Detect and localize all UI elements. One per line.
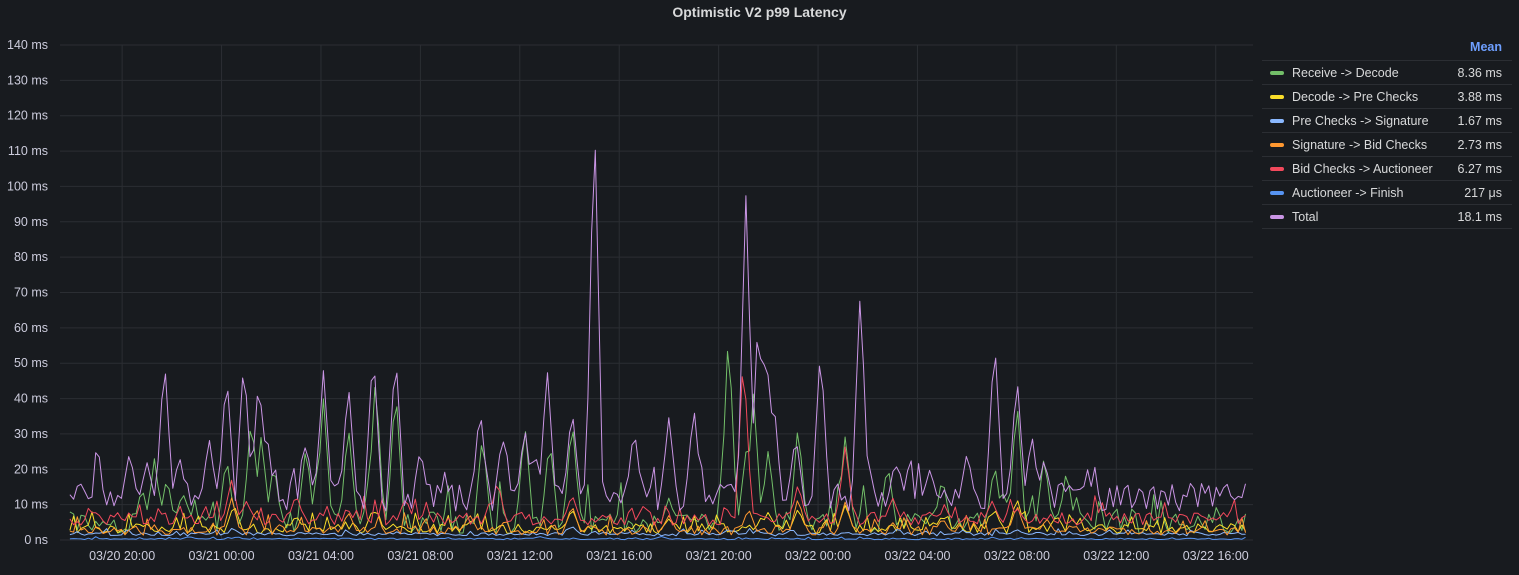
legend-header[interactable]: Mean xyxy=(1262,38,1512,61)
legend-mean-value: 217 μs xyxy=(1464,185,1502,200)
legend-swatch xyxy=(1270,142,1284,147)
legend-series-name[interactable]: Decode -> Pre Checks xyxy=(1292,89,1419,104)
legend: Mean Receive -> Decode 8.36 ms Decode -> P… xyxy=(1262,38,1512,229)
x-tick-label: 03/22 04:00 xyxy=(884,549,950,563)
x-tick-label: 03/21 12:00 xyxy=(487,549,553,563)
legend-item[interactable]: Receive -> Decode 8.36 ms xyxy=(1262,61,1512,85)
y-tick-label: 70 ms xyxy=(14,286,48,300)
x-tick-label: 03/22 12:00 xyxy=(1083,549,1149,563)
legend-swatch xyxy=(1270,94,1284,99)
legend-mean-value: 1.67 ms xyxy=(1457,113,1502,128)
y-tick-label: 140 ms xyxy=(7,38,48,52)
x-tick-label: 03/21 08:00 xyxy=(387,549,453,563)
x-tick-label: 03/22 16:00 xyxy=(1183,549,1249,563)
legend-item[interactable]: Bid Checks -> Auctioneer 6.27 ms xyxy=(1262,157,1512,181)
legend-series-name[interactable]: Total xyxy=(1292,209,1319,224)
y-tick-label: 20 ms xyxy=(14,462,48,476)
legend-mean-value: 2.73 ms xyxy=(1457,137,1502,152)
legend-swatch xyxy=(1270,190,1284,195)
legend-swatch xyxy=(1270,166,1284,171)
legend-mean-value: 8.36 ms xyxy=(1457,65,1502,80)
x-axis: 03/20 20:00 03/21 00:00 03/21 04:00 03/21 0… xyxy=(89,549,1249,563)
legend-mean-value: 18.1 ms xyxy=(1457,209,1502,224)
y-axis: 0 ns 10 ms 20 ms 30 ms 40 ms 50 ms 60 ms 70 ms 8… xyxy=(7,38,48,547)
series-line-pre-checks-signature[interactable] xyxy=(69,526,1246,537)
y-tick-label: 90 ms xyxy=(14,215,48,229)
legend-item[interactable]: Pre Checks -> Signature 1.67 ms xyxy=(1262,109,1512,133)
latency-line-chart: 0 ns 10 ms 20 ms 30 ms 40 ms 50 ms 60 ms 70 ms 8… xyxy=(7,38,1253,563)
legend-item[interactable]: Decode -> Pre Checks 3.88 ms xyxy=(1262,85,1512,109)
x-tick-label: 03/22 00:00 xyxy=(785,549,851,563)
legend-series-name[interactable]: Auctioneer -> Finish xyxy=(1292,185,1404,200)
x-tick-label: 03/20 20:00 xyxy=(89,549,155,563)
legend-swatch xyxy=(1270,70,1284,75)
y-tick-label: 80 ms xyxy=(14,250,48,264)
y-tick-label: 100 ms xyxy=(7,179,48,193)
legend-mean-value: 3.88 ms xyxy=(1457,89,1502,104)
series-line-signature-bid-checks[interactable] xyxy=(69,497,1246,536)
chart-grid xyxy=(60,44,1253,541)
y-tick-label: 0 ns xyxy=(24,533,48,547)
legend-series-name[interactable]: Receive -> Decode xyxy=(1292,65,1399,80)
legend-swatch xyxy=(1270,214,1284,219)
series-line-total[interactable] xyxy=(69,149,1246,512)
y-tick-label: 40 ms xyxy=(14,392,48,406)
x-tick-label: 03/21 04:00 xyxy=(288,549,354,563)
legend-item[interactable]: Signature -> Bid Checks 2.73 ms xyxy=(1262,133,1512,157)
legend-swatch xyxy=(1270,118,1284,123)
y-tick-label: 30 ms xyxy=(14,427,48,441)
x-tick-label: 03/21 20:00 xyxy=(686,549,752,563)
series-line-auctioneer-finish[interactable] xyxy=(69,536,1246,541)
series-line-bid-checks-auctioneer[interactable] xyxy=(69,376,1246,526)
x-tick-label: 03/22 08:00 xyxy=(984,549,1050,563)
chart-series xyxy=(69,149,1246,541)
y-tick-label: 110 ms xyxy=(8,144,48,158)
x-tick-label: 03/21 00:00 xyxy=(189,549,255,563)
series-line-receive-decode[interactable] xyxy=(69,350,1246,534)
legend-series-name[interactable]: Pre Checks -> Signature xyxy=(1292,113,1429,128)
legend-item[interactable]: Auctioneer -> Finish 217 μs xyxy=(1262,181,1512,205)
y-tick-label: 120 ms xyxy=(7,109,48,123)
legend-mean-value: 6.27 ms xyxy=(1457,161,1502,176)
legend-item[interactable]: Total 18.1 ms xyxy=(1262,205,1512,229)
x-tick-label: 03/21 16:00 xyxy=(586,549,652,563)
legend-series-name[interactable]: Signature -> Bid Checks xyxy=(1292,137,1428,152)
y-tick-label: 130 ms xyxy=(7,73,48,87)
panel-title: Optimistic V2 p99 Latency xyxy=(672,4,847,20)
y-tick-label: 10 ms xyxy=(14,498,48,512)
y-tick-label: 50 ms xyxy=(14,356,48,370)
y-tick-label: 60 ms xyxy=(14,321,48,335)
legend-series-name[interactable]: Bid Checks -> Auctioneer xyxy=(1292,161,1433,176)
legend-mean-header[interactable]: Mean xyxy=(1470,40,1502,54)
